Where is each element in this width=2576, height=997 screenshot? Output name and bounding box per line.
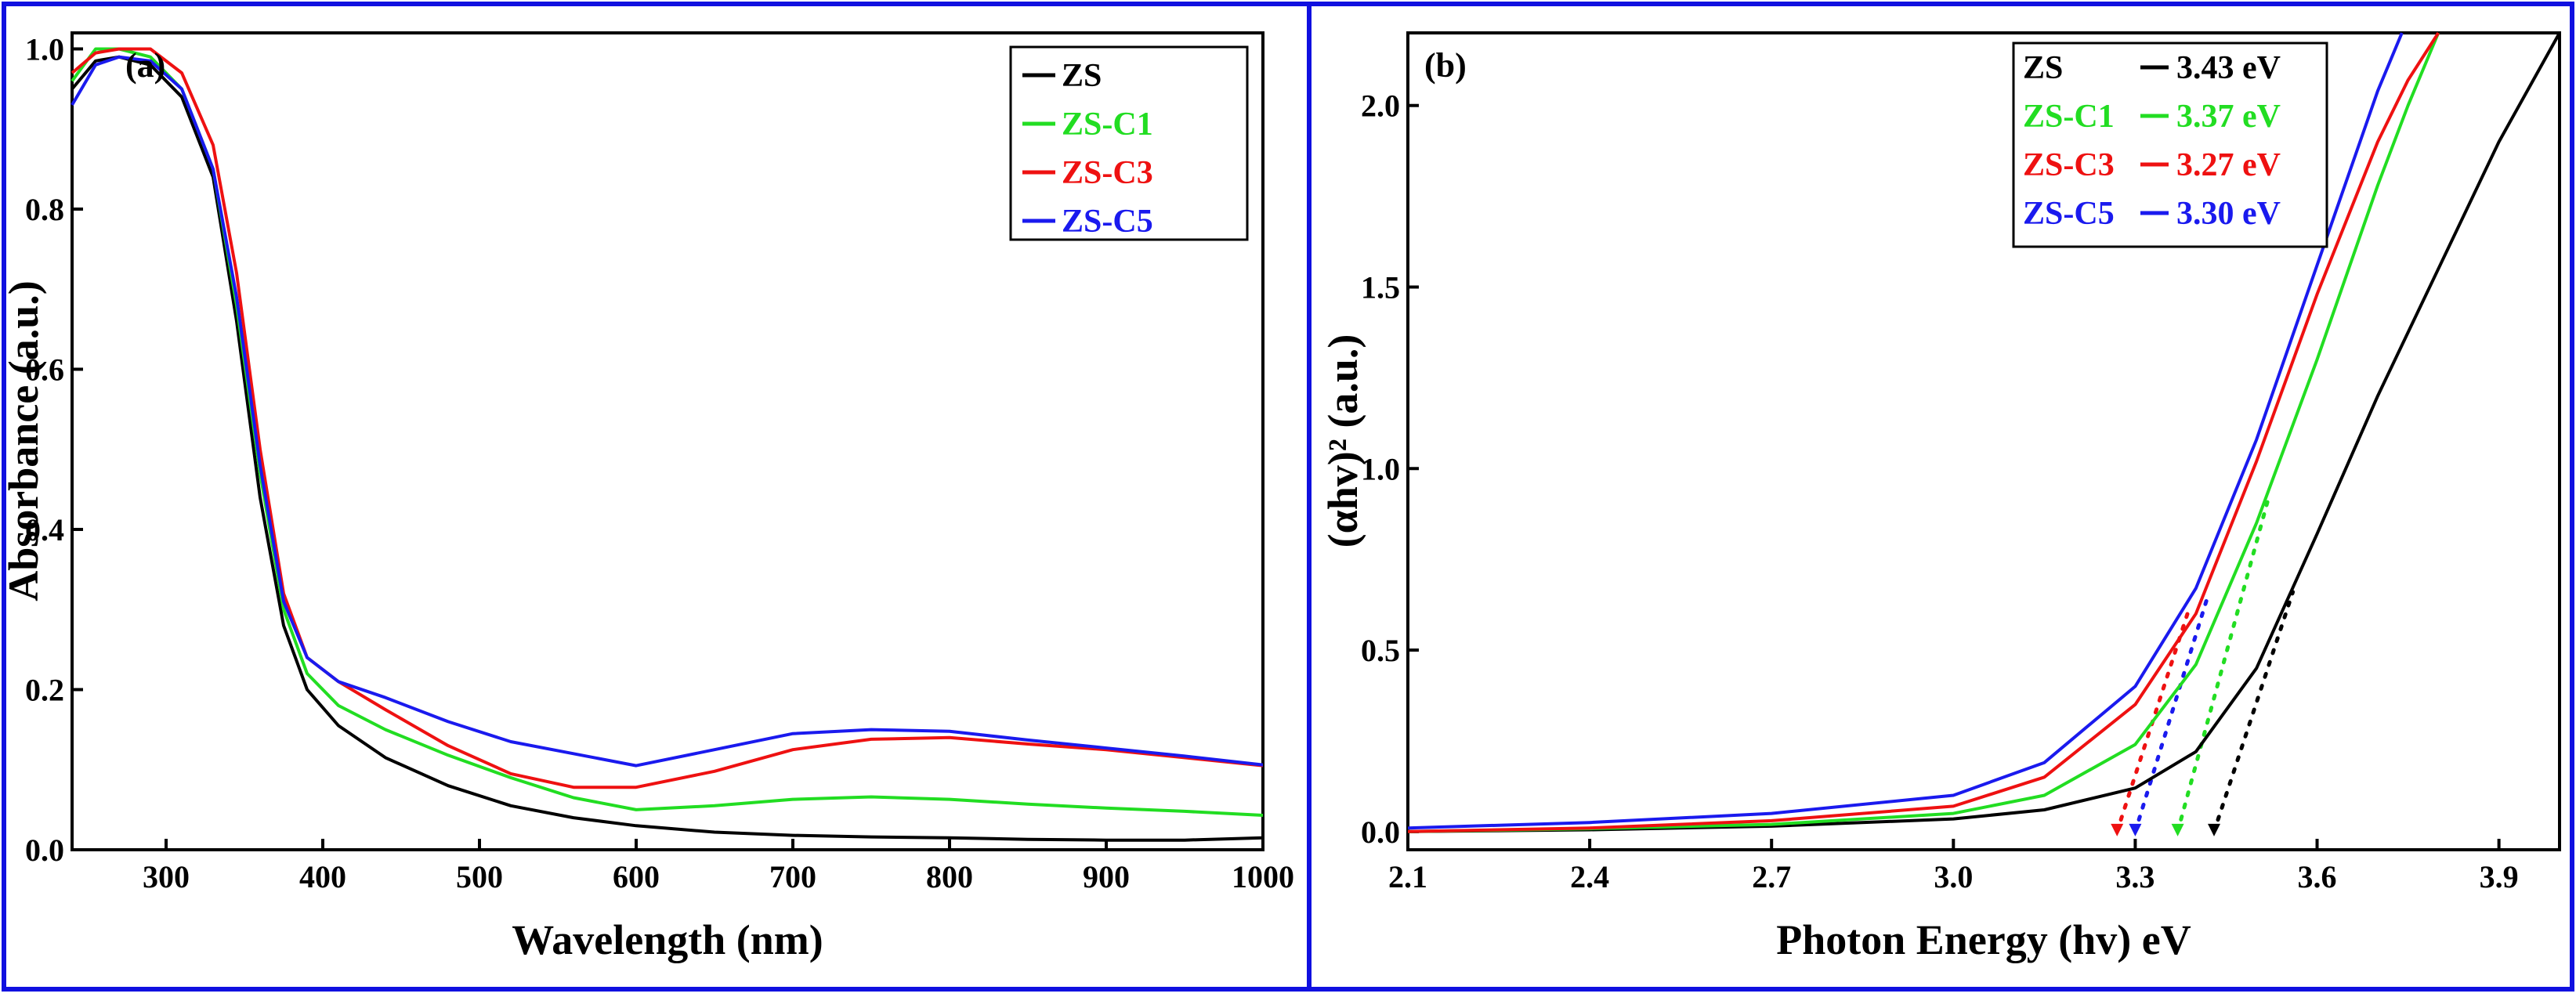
legend-label-zs: ZS — [1062, 58, 1102, 94]
panel-a-x-ticks: 300 400 500 600 700 800 900 1000 — [143, 839, 1294, 894]
legend-bandgap-zs-c1: 3.37 eV — [2176, 99, 2281, 135]
y-tick-label-1: 0.5 — [1361, 633, 1400, 668]
y-tick-label-2: 1.0 — [1361, 451, 1400, 486]
fit-arrow-zs-c5 — [2129, 823, 2142, 836]
panel-a-plot-area — [71, 31, 1264, 851]
fit-arrow-zs-c3 — [2111, 823, 2124, 836]
x-tick-label-6: 900 — [1083, 859, 1130, 894]
x-tick-label-3: 3.0 — [1934, 859, 1973, 894]
panel-a-y-axis-label: Absorbance (a.u.) — [0, 280, 47, 601]
x-tick-label-3: 600 — [613, 859, 660, 894]
y-tick-label-0: 0.0 — [25, 833, 64, 868]
x-tick-label-1: 2.4 — [1570, 859, 1609, 894]
series-zs-c5 — [1407, 32, 2404, 830]
panel-b-plot-area — [1406, 31, 2561, 851]
fit-line-zs-c3 — [2115, 604, 2192, 834]
panel-b-x-axis-label: Photon Energy (hv) eV — [1776, 916, 2191, 963]
legend-label-zs-c5: ZS-C5 — [2023, 196, 2115, 232]
series-zs-c1 — [1407, 32, 2440, 833]
panel-a-legend: ZS ZS-C1 ZS-C3 ZS-C5 — [1009, 45, 1249, 241]
panel-b-fit-lines — [2111, 495, 2296, 836]
fit-line-zs — [2212, 590, 2296, 834]
x-tick-label-0: 2.1 — [1388, 859, 1427, 894]
x-tick-label-5: 3.6 — [2298, 859, 2337, 894]
series-zs — [1407, 32, 2561, 833]
x-tick-label-4: 3.3 — [2115, 859, 2155, 894]
panel-b-legend-box — [2012, 42, 2328, 248]
y-tick-label-5: 1.0 — [25, 31, 64, 67]
panel-b-label: (b) — [1424, 46, 1467, 85]
panel-a-legend-box — [1009, 45, 1249, 241]
y-tick-label-2: 0.4 — [25, 512, 64, 547]
panel-b-y-axis-label: (αhv)² (a.u.) — [1319, 334, 1366, 548]
y-tick-label-0: 0.0 — [1361, 815, 1400, 850]
series-zs-c3 — [1407, 31, 2440, 833]
x-tick-label-2: 2.7 — [1752, 859, 1791, 894]
panel-b-legend: ZS 3.43 eV ZS-C1 3.37 eV ZS-C3 3.27 eV ZS-C5 3.… — [2012, 42, 2328, 248]
panel-b-frame — [1307, 2, 2574, 992]
panel-b: 0.0 0.5 1.0 1.5 2.0 2.1 2.4 2.7 3.0 3.3 3.6 3.9 (b… — [1319, 31, 2561, 963]
fit-line-zs-c1 — [2176, 495, 2271, 834]
series-zs — [71, 55, 1264, 842]
legend-label-zs-c3: ZS-C3 — [2023, 147, 2115, 183]
legend-bandgap-zs-c3: 3.27 eV — [2176, 147, 2281, 183]
series-zs-c3 — [71, 47, 1264, 789]
panel-b-x-ticks: 2.1 2.4 2.7 3.0 3.3 3.6 3.9 — [1388, 839, 2519, 894]
legend-label-zs-c1: ZS-C1 — [1062, 107, 1153, 143]
panel-a-label: (a) — [125, 46, 165, 85]
x-tick-label-6: 3.9 — [2480, 859, 2519, 894]
y-tick-label-3: 0.6 — [25, 352, 64, 387]
y-tick-label-4: 2.0 — [1361, 89, 1400, 124]
legend-label-zs-c5: ZS-C5 — [1062, 204, 1153, 240]
x-tick-label-5: 800 — [926, 859, 973, 894]
legend-bandgap-zs-c5: 3.30 eV — [2176, 196, 2281, 232]
legend-bandgap-zs: 3.43 eV — [2176, 50, 2281, 86]
legend-label-zs-c1: ZS-C1 — [2023, 99, 2115, 135]
panel-b-y-ticks: 0.0 0.5 1.0 1.5 2.0 — [1361, 89, 1419, 850]
x-tick-label-7: 1000 — [1232, 859, 1294, 894]
x-tick-label-4: 700 — [769, 859, 816, 894]
y-tick-label-3: 1.5 — [1361, 269, 1400, 305]
x-tick-label-1: 400 — [299, 859, 346, 894]
panel-a: 0.0 0.2 0.4 0.6 0.8 1.0 300 400 500 600 700 800 900… — [0, 31, 1294, 963]
x-tick-label-2: 500 — [456, 859, 503, 894]
y-tick-label-4: 0.8 — [25, 192, 64, 227]
panel-a-curves — [71, 47, 1264, 842]
panel-a-x-axis-label: Wavelength (nm) — [512, 916, 823, 963]
legend-label-zs-c3: ZS-C3 — [1062, 155, 1153, 191]
panel-a-y-ticks: 0.0 0.2 0.4 0.6 0.8 1.0 — [25, 31, 83, 868]
legend-label-zs: ZS — [2023, 50, 2063, 86]
series-zs-c5 — [71, 55, 1264, 768]
fit-line-zs-c5 — [2133, 594, 2210, 834]
panel-b-curves — [1407, 31, 2561, 833]
x-tick-label-0: 300 — [143, 859, 190, 894]
fit-arrow-zs-c1 — [2171, 823, 2184, 836]
y-tick-label-1: 0.2 — [25, 672, 64, 707]
fit-arrow-zs — [2208, 823, 2220, 836]
